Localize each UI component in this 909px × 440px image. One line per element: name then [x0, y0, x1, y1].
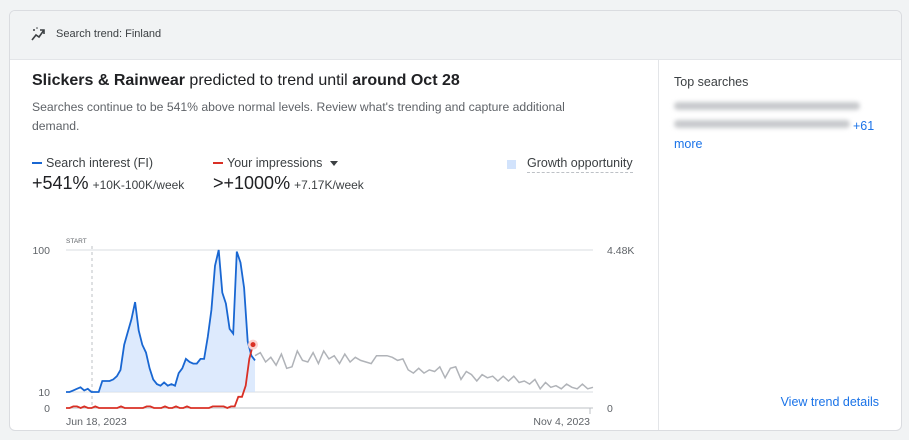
metric-label: Your impressions	[227, 156, 323, 170]
trending-up-icon	[31, 27, 45, 41]
x-tick-end: Nov 4, 2023	[533, 416, 590, 428]
search-interest-line	[66, 249, 256, 393]
header-title: Search trend: Finland	[56, 28, 162, 40]
growth-swatch	[507, 160, 516, 169]
trend-category: Slickers & Rainwear	[32, 72, 185, 89]
impressions-endpoint	[250, 342, 256, 348]
growth-label: Growth opportunity	[527, 156, 633, 173]
blurred-search-term	[674, 102, 860, 110]
blurred-search-term	[674, 120, 850, 128]
y-right-tick-0: 0	[607, 403, 613, 415]
chevron-down-icon[interactable]	[330, 160, 339, 166]
metric-detail: +10K-100K/week	[92, 178, 185, 192]
metric-impressions: Your impressions >+1000% +7.17K/week	[213, 156, 364, 194]
y-right-tick-top: 4.48K	[607, 245, 634, 257]
top-searches-panel: Top searches +61 more View trend details	[658, 60, 901, 430]
start-label: START	[66, 238, 87, 245]
card-header: Search trend: Finland	[10, 11, 901, 60]
y-left-tick-100: 100	[32, 245, 50, 257]
growth-opportunity-legend: Growth opportunity	[507, 156, 633, 173]
x-tick-start: Jun 18, 2023	[66, 416, 127, 428]
y-left-tick-0: 0	[44, 403, 50, 415]
more-link[interactable]: more	[674, 137, 703, 151]
forecast-line	[254, 349, 594, 391]
more-count-link[interactable]: +61	[853, 119, 875, 133]
metric-label: Search interest (FI)	[46, 156, 153, 170]
trend-headline: Slickers & Rainwear predicted to trend u…	[32, 72, 460, 90]
top-searches-title: Top searches	[674, 75, 749, 89]
trend-main-panel: Slickers & Rainwear predicted to trend u…	[10, 60, 658, 430]
metric-search-interest: Search interest (FI) +541% +10K-100K/wee…	[32, 156, 184, 194]
metric-value: +541%	[32, 173, 89, 193]
view-trend-details-link[interactable]: View trend details	[780, 395, 879, 409]
trend-until-date: around Oct 28	[352, 72, 460, 89]
metric-detail: +7.17K/week	[294, 178, 364, 192]
metric-value: >+1000%	[213, 173, 291, 193]
search-interest-legend-line	[32, 162, 42, 164]
search-trend-card: Search trend: Finland Slickers & Rainwea…	[9, 10, 902, 431]
impressions-legend-line	[213, 162, 223, 164]
impressions-dropdown[interactable]: Your impressions	[213, 156, 364, 170]
y-left-tick-10: 10	[38, 387, 50, 399]
trend-description: Searches continue to be 541% above norma…	[32, 100, 565, 133]
headline-text: predicted to trend until	[184, 72, 353, 89]
growth-opportunity-area	[95, 250, 255, 392]
impressions-line	[66, 344, 254, 409]
